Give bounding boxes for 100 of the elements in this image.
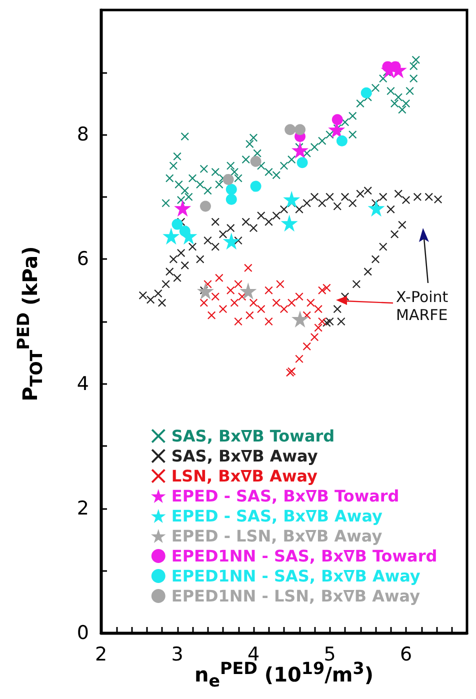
point bbox=[264, 318, 273, 326]
point bbox=[250, 224, 258, 232]
legend-label: SAS, Bx∇B Away bbox=[171, 446, 318, 466]
point bbox=[158, 298, 166, 307]
point bbox=[215, 180, 224, 188]
point bbox=[283, 190, 300, 208]
point bbox=[169, 255, 178, 264]
point bbox=[280, 205, 288, 214]
point bbox=[208, 311, 216, 320]
point bbox=[204, 186, 212, 195]
y-tick-label: 2 bbox=[76, 497, 89, 520]
point bbox=[398, 106, 406, 114]
point bbox=[240, 282, 257, 300]
point bbox=[166, 174, 174, 182]
point bbox=[390, 230, 399, 238]
point bbox=[226, 224, 235, 232]
point bbox=[242, 156, 250, 164]
legend-label: EPED1NN - LSN, Bx∇B Away bbox=[171, 586, 421, 606]
point bbox=[188, 242, 196, 251]
point bbox=[352, 280, 360, 288]
point bbox=[196, 255, 204, 264]
point bbox=[180, 132, 189, 140]
point bbox=[172, 218, 183, 230]
point bbox=[296, 157, 308, 168]
point bbox=[333, 202, 342, 210]
point bbox=[424, 192, 433, 201]
point bbox=[222, 232, 240, 250]
annotation: X-Point MARFE bbox=[396, 288, 450, 324]
point bbox=[211, 168, 220, 176]
point bbox=[174, 200, 192, 217]
point bbox=[250, 156, 262, 167]
point bbox=[226, 194, 237, 205]
legend-label: LSN, Bx∇B Away bbox=[171, 466, 318, 486]
point bbox=[215, 274, 224, 282]
point bbox=[386, 86, 395, 95]
point bbox=[226, 184, 237, 195]
point bbox=[230, 168, 238, 176]
point bbox=[288, 156, 296, 164]
legend-label: EPED - SAS, Bx∇B Toward bbox=[171, 486, 400, 506]
point bbox=[250, 298, 258, 307]
point bbox=[200, 298, 208, 307]
point bbox=[246, 311, 254, 320]
point bbox=[138, 291, 147, 300]
point bbox=[356, 99, 364, 108]
point bbox=[234, 174, 242, 182]
point bbox=[314, 305, 322, 314]
point bbox=[302, 342, 311, 350]
point bbox=[406, 86, 414, 95]
point bbox=[242, 218, 250, 226]
point bbox=[257, 212, 266, 220]
point bbox=[162, 199, 170, 208]
point bbox=[234, 280, 242, 288]
point bbox=[372, 255, 380, 264]
point bbox=[154, 289, 162, 298]
point bbox=[280, 305, 288, 314]
point bbox=[272, 212, 280, 220]
point bbox=[368, 200, 385, 217]
point bbox=[322, 284, 331, 292]
point bbox=[379, 192, 388, 201]
point bbox=[200, 164, 208, 173]
point bbox=[318, 286, 326, 294]
point bbox=[211, 218, 220, 226]
point bbox=[222, 174, 234, 185]
point bbox=[295, 354, 304, 363]
point bbox=[264, 218, 273, 226]
point bbox=[302, 199, 311, 208]
point bbox=[337, 318, 346, 326]
point bbox=[162, 228, 180, 245]
point bbox=[390, 99, 399, 108]
point bbox=[326, 192, 334, 201]
point bbox=[272, 171, 280, 180]
point bbox=[272, 298, 280, 307]
point bbox=[280, 214, 298, 232]
point bbox=[184, 192, 193, 201]
point bbox=[318, 318, 326, 326]
point bbox=[336, 135, 348, 146]
point bbox=[356, 190, 364, 198]
legend-label: EPED - SAS, Bx∇B Away bbox=[171, 506, 384, 526]
point bbox=[180, 186, 189, 195]
point bbox=[413, 192, 422, 201]
point bbox=[332, 114, 343, 126]
point bbox=[372, 84, 380, 92]
point bbox=[200, 200, 211, 212]
point bbox=[318, 136, 326, 145]
x-tick-label: 5 bbox=[324, 644, 336, 666]
point bbox=[204, 236, 212, 245]
point bbox=[211, 242, 220, 251]
point bbox=[386, 205, 395, 214]
point bbox=[364, 268, 372, 276]
y-tick-label: 0 bbox=[76, 622, 89, 644]
point bbox=[173, 152, 182, 160]
point bbox=[410, 74, 418, 83]
point bbox=[402, 196, 410, 204]
point bbox=[410, 62, 418, 70]
point bbox=[179, 226, 190, 237]
point bbox=[288, 298, 296, 307]
point bbox=[146, 296, 155, 304]
legend-label: EPED1NN - SAS, Bx∇B Toward bbox=[171, 546, 438, 566]
point bbox=[211, 292, 220, 301]
point bbox=[196, 282, 214, 300]
